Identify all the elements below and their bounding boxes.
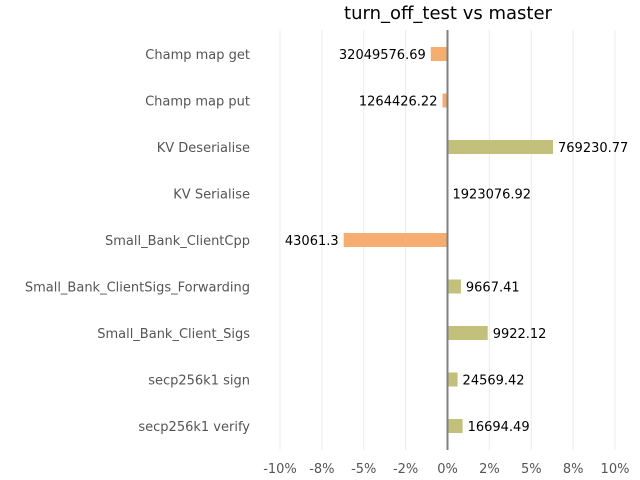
x-tick-labels: -10% -8% -5% -2% 0% 2% 5% 8% 10% — [263, 462, 629, 477]
category-label: KV Deserialise — [157, 141, 250, 156]
bar — [447, 419, 463, 433]
category-label: secp256k1 verify — [138, 420, 250, 435]
bar — [447, 279, 461, 294]
x-tick-label: 5% — [521, 462, 542, 477]
x-tick-label: -2% — [393, 462, 418, 477]
x-tick-label: 0% — [437, 462, 458, 477]
x-tick-label: -5% — [351, 462, 376, 477]
data-label: 9667.41 — [466, 281, 520, 296]
bar — [447, 140, 554, 154]
x-tick-label: 8% — [563, 462, 584, 477]
category-label: KV Serialise — [173, 188, 250, 203]
data-label: 769230.77 — [558, 141, 628, 156]
bar — [343, 233, 448, 247]
data-label: 24569.42 — [463, 374, 525, 389]
category-label: Small_Bank_Client_Sigs — [97, 327, 250, 342]
x-tick-label: -8% — [309, 462, 334, 477]
x-tick-label: 2% — [479, 462, 500, 477]
category-label: Small_Bank_ClientSigs_Forwarding — [25, 281, 250, 296]
value-labels: 32049576.69 1264426.22 769230.77 1923076.92… — [285, 48, 628, 435]
data-label: 43061.3 — [285, 234, 339, 249]
data-label: 1923076.92 — [453, 188, 532, 203]
category-label: Small_Bank_ClientCpp — [105, 234, 250, 249]
bar — [447, 372, 458, 387]
category-labels: Champ map get Champ map put KV Deserialise… — [25, 48, 250, 435]
bars — [343, 47, 554, 433]
data-label: 32049576.69 — [339, 48, 426, 63]
bar — [447, 326, 488, 340]
category-label: secp256k1 sign — [148, 374, 250, 389]
data-label: 9922.12 — [493, 327, 547, 342]
bar — [442, 93, 448, 108]
data-label: 1264426.22 — [359, 95, 438, 110]
chart-title: turn_off_test vs master — [344, 3, 552, 24]
data-label: 16694.49 — [468, 420, 530, 435]
category-label: Champ map get — [145, 48, 250, 63]
x-tick-label: -10% — [263, 462, 297, 477]
category-label: Champ map put — [145, 95, 250, 110]
bar — [430, 47, 448, 61]
x-tick-label: 10% — [601, 462, 630, 477]
